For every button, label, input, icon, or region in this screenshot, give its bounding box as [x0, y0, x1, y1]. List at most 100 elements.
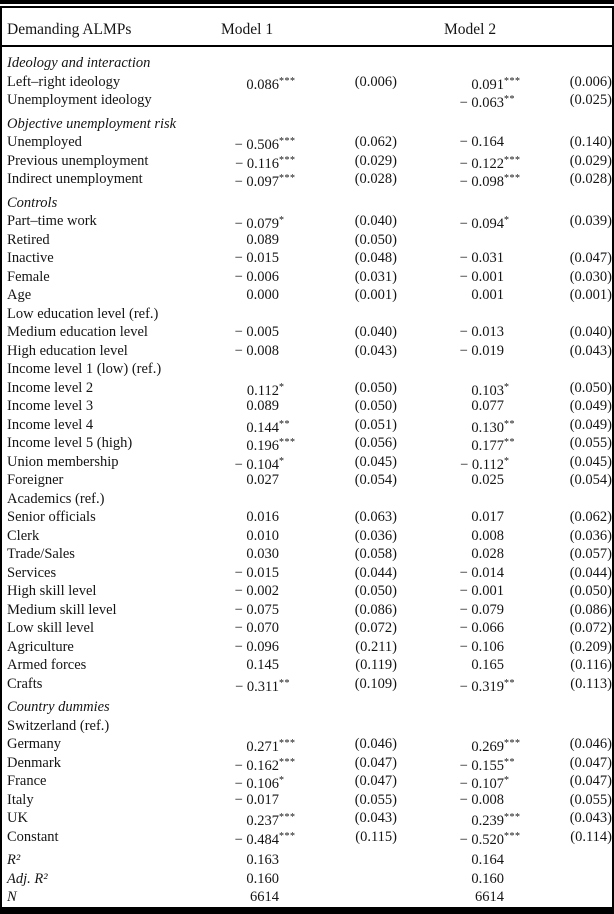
model1-coefficient [194, 717, 279, 736]
model2-std-error [504, 870, 612, 889]
model1-std-error: (0.119) [355, 657, 397, 673]
row-label: Union membership [7, 453, 119, 470]
model2-std-error: (0.045) [569, 453, 612, 470]
model2-coefficient [397, 194, 504, 213]
model1-std-error: (0.029) [354, 152, 397, 169]
model2-std-error: (0.086) [569, 601, 612, 618]
model2-coefficient: 0.269*** [471, 738, 521, 755]
model2-std-error: (0.050) [569, 583, 612, 599]
row-label: Medium education level [7, 324, 148, 340]
row-label: Germany [7, 736, 61, 752]
model2-coefficient: − 0.063** [459, 94, 515, 111]
model1-coefficient: − 0.015 [234, 250, 279, 266]
model1-std-error: (0.056) [354, 435, 397, 451]
row-label: Services [7, 564, 57, 581]
table-row: Part–time work − 0.079* (0.040) − 0.094*… [2, 212, 612, 232]
model1-coefficient [194, 194, 279, 213]
model1-std-error: (0.043) [354, 342, 397, 359]
model1-coefficient: 0.163 [246, 852, 279, 868]
model2-coefficient: − 0.098*** [459, 173, 521, 190]
table-row: Left–right ideology 0.086*** (0.006) 0.0… [2, 73, 612, 93]
row-label: Age [7, 287, 32, 303]
model2-std-error: (0.057) [569, 546, 612, 562]
model1-coefficient: 0.086*** [246, 75, 296, 93]
model2-std-error: (0.047) [569, 773, 612, 789]
model2-coefficient: 0.239*** [471, 812, 521, 829]
model1-std-error [279, 888, 397, 907]
table-row: Inactive − 0.015 (0.048) − 0.031 (0.047) [2, 249, 612, 268]
model2-std-error: (0.054) [569, 472, 612, 488]
model1-std-error: (0.115) [355, 828, 397, 845]
model2-coefficient: 0.164 [471, 852, 504, 868]
model1-std-error [279, 490, 397, 509]
table-row: France − 0.106* (0.047) − 0.107* (0.047) [2, 772, 612, 792]
model2-coefficient: − 0.066 [459, 620, 504, 636]
model1-coefficient: 0.010 [246, 527, 279, 544]
model2-std-error: (0.040) [569, 324, 612, 340]
model1-std-error [279, 194, 397, 213]
model2-std-error [504, 115, 612, 134]
row-label: Unemployed [7, 134, 82, 150]
model1-coefficient: − 0.097*** [234, 173, 296, 190]
table-row: Crafts − 0.311** (0.109) − 0.319** (0.11… [2, 675, 612, 695]
row-label: Income level 4 [7, 416, 94, 433]
model1-coefficient: 0.027 [246, 472, 279, 488]
table-row: Union membership − 0.104* (0.045) − 0.11… [2, 453, 612, 473]
model2-std-error: (0.001) [569, 287, 612, 303]
model2-coefficient: − 0.107* [459, 775, 510, 792]
model1-std-error: (0.086) [354, 601, 397, 618]
row-label: Income level 1 (low) (ref.) [7, 361, 162, 377]
model2-coefficient: 0.160 [471, 870, 504, 887]
row-label: Income level 3 [7, 398, 94, 414]
model2-std-error [504, 698, 612, 717]
table-row: Income level 1 (low) (ref.) [2, 360, 612, 379]
model2-std-error: (0.209) [569, 638, 612, 655]
table-row: Trade/Sales 0.030 (0.058) 0.028 (0.057) [2, 545, 612, 564]
model2-coefficient: − 0.520*** [459, 830, 521, 848]
model1-coefficient: − 0.116*** [235, 154, 296, 172]
model1-coefficient: 0.145 [246, 657, 279, 673]
model2-coefficient [397, 231, 504, 250]
table-row: High skill level − 0.002 (0.050) − 0.001… [2, 582, 612, 601]
table-row: Low education level (ref.) [2, 305, 612, 324]
table-row: Denmark − 0.162*** (0.047) − 0.155** (0.… [2, 754, 612, 774]
table-row: Italy − 0.017 (0.055) − 0.008 (0.055) [2, 791, 612, 810]
row-label: High skill level [7, 583, 97, 599]
top-rule-gap [0, 4, 614, 6]
table-row: N 6614 6614 [2, 888, 612, 907]
row-label: Adj. R² [7, 870, 48, 887]
model2-coefficient [397, 54, 504, 73]
model2-std-error [504, 194, 612, 213]
table-row: Armed forces 0.145 (0.119) 0.165 (0.116) [2, 656, 612, 675]
model2-coefficient [397, 360, 504, 379]
model1-coefficient: − 0.162*** [234, 756, 296, 774]
model2-coefficient [397, 717, 504, 736]
model2-coefficient [397, 305, 504, 324]
model2-std-error: (0.044) [569, 564, 612, 581]
table-row: Retired 0.089 (0.050) [2, 231, 612, 250]
table-row: Services − 0.015 (0.044) − 0.014 (0.044) [2, 564, 612, 583]
model1-coefficient: − 0.075 [234, 601, 279, 618]
row-label: Ideology and interaction [7, 55, 151, 71]
row-label: Crafts [7, 675, 43, 692]
table-row: High education level − 0.008 (0.043) − 0… [2, 342, 612, 361]
model2-coefficient: 0.008 [471, 527, 504, 544]
table-row: Unemployment ideology − 0.063** (0.025) [2, 91, 612, 111]
table-row: Income level 4 0.144** (0.051) 0.130** (… [2, 416, 612, 436]
model1-coefficient: − 0.015 [234, 564, 279, 581]
table-row: Income level 5 (high) 0.196*** (0.056) 0… [2, 434, 612, 454]
table-row: UK 0.237*** (0.043) 0.239*** (0.043) [2, 809, 612, 829]
row-label: Female [7, 268, 50, 285]
model1-coefficient: 0.196*** [246, 437, 296, 454]
model1-coefficient: 0.160 [246, 870, 279, 887]
table-row: Agriculture − 0.096 (0.211) − 0.106 (0.2… [2, 638, 612, 657]
model2-coefficient: − 0.155** [459, 756, 515, 774]
table-row: Female − 0.006 (0.031) − 0.001 (0.030) [2, 268, 612, 287]
table-row: Country dummies [2, 698, 612, 717]
model1-coefficient: 0.000 [246, 287, 279, 303]
model1-std-error [279, 851, 397, 870]
model2-coefficient: − 0.031 [459, 250, 504, 266]
model1-coefficient: − 0.006 [234, 268, 279, 285]
model2-std-error [504, 717, 612, 736]
